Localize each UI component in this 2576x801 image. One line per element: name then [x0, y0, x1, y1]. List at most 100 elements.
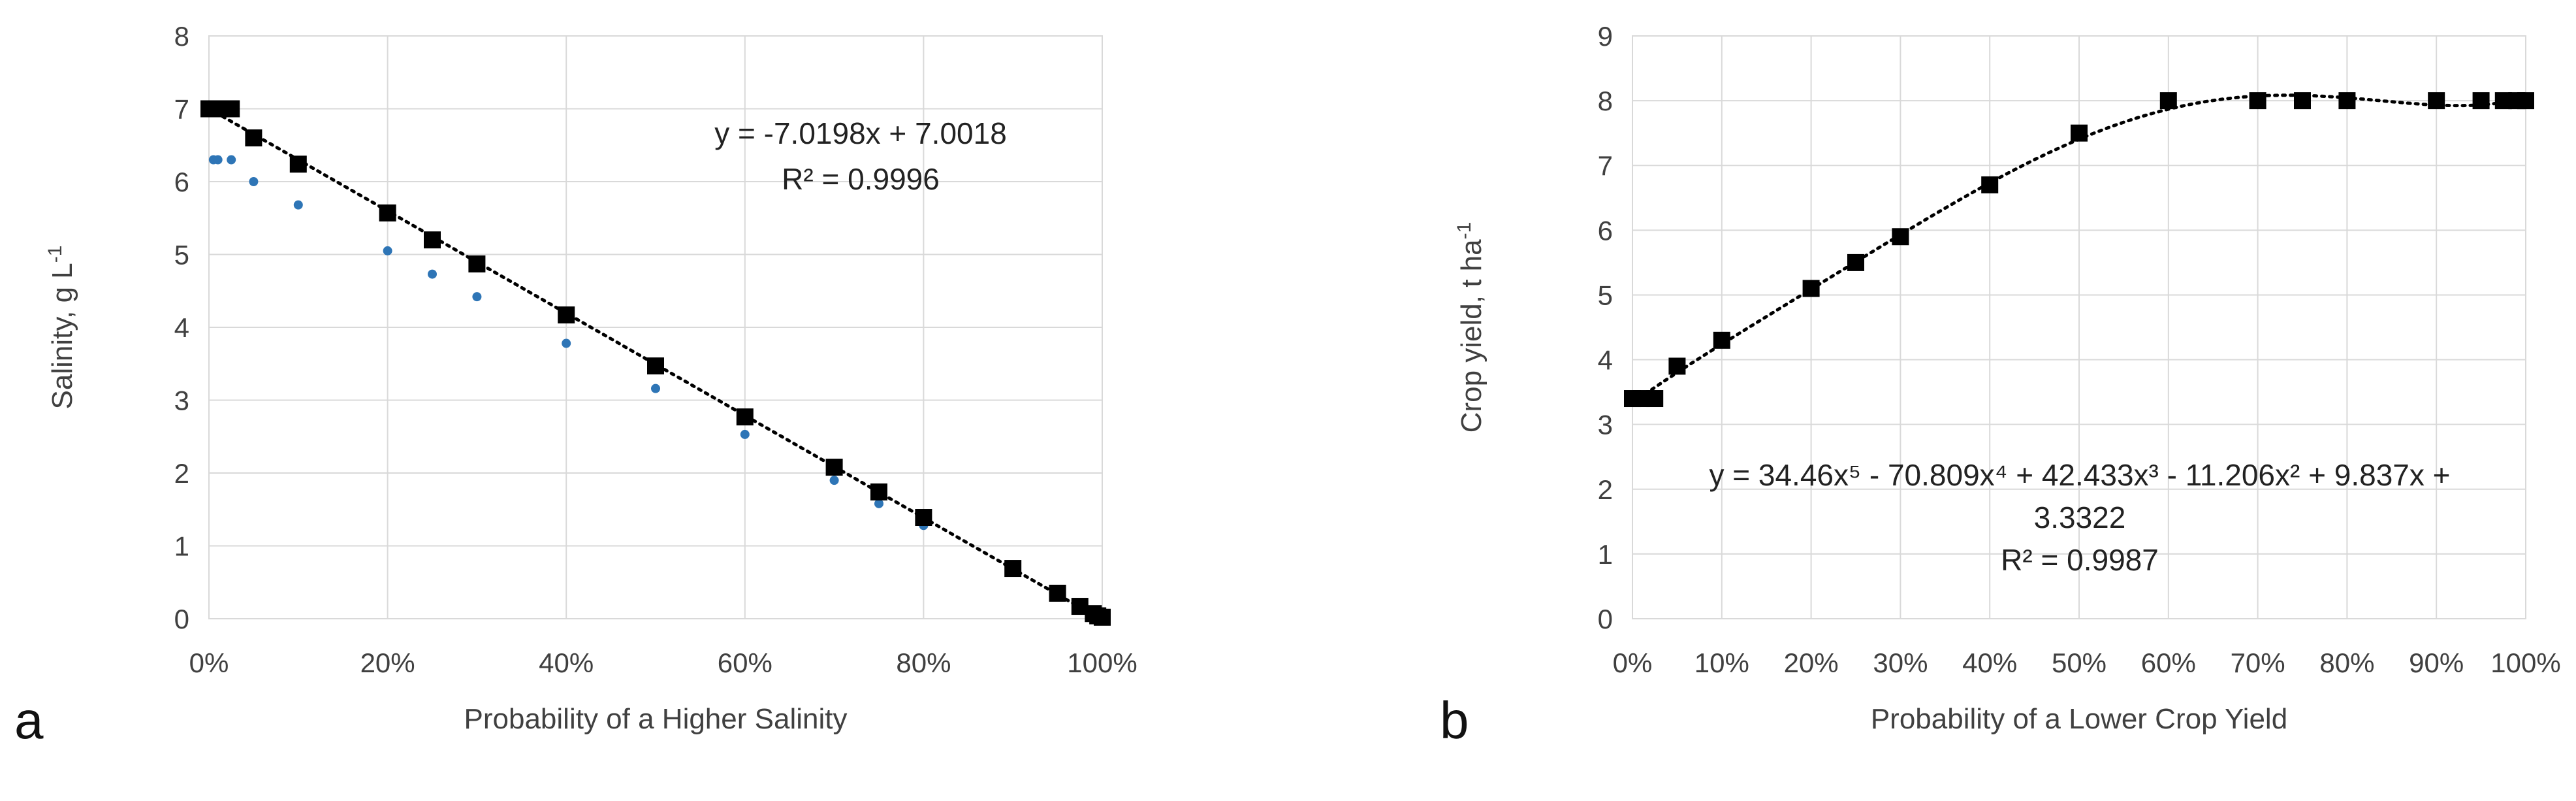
x-tick-label: 20%	[1784, 647, 1839, 678]
y-tick-label: 0	[174, 604, 189, 634]
x-tick-label: 60%	[2141, 647, 2196, 678]
data-point-square	[424, 231, 441, 249]
data-point-square	[647, 357, 664, 375]
data-point-dot	[383, 246, 392, 255]
trend-equation-a: y = -7.0198x + 7.0018	[714, 116, 1007, 150]
x-tick-label: 80%	[2319, 647, 2374, 678]
trend-equation-b-line1: y = 34.46x⁵ - 70.809x⁴ + 42.433x³ - 11.2…	[1709, 458, 2450, 492]
chart-panel-b: 0% 10% 20% 30% 40% 50% 60% 70% 80% 90% 100% 0 1 2 3 4 5…	[1440, 21, 2561, 749]
data-point-dot	[651, 384, 660, 393]
data-point-square	[1094, 608, 1111, 626]
x-tick-label: 40%	[539, 647, 594, 678]
data-point-dot	[293, 200, 303, 210]
data-point-dot	[472, 292, 482, 302]
data-point-square	[2338, 92, 2356, 110]
x-tick-label: 100%	[2490, 647, 2560, 678]
data-point-square	[379, 204, 396, 221]
y-tick-label: 3	[174, 385, 189, 416]
data-point-square	[223, 100, 240, 118]
y-tick-label: 5	[1598, 280, 1613, 310]
x-tick-label: 0%	[1613, 647, 1653, 678]
y-axis-title-b: Crop yield, t ha-1	[1454, 222, 1487, 433]
data-point-square	[1646, 390, 1664, 408]
x-tick-labels-b: 0% 10% 20% 30% 40% 50% 60% 70% 80% 90% 100%	[1613, 647, 2561, 678]
panel-label-a: a	[14, 691, 44, 749]
x-tick-label: 80%	[896, 647, 951, 678]
data-point-dot	[740, 429, 750, 439]
y-tick-label: 1	[1598, 539, 1613, 570]
plot-area-a	[208, 35, 1103, 619]
y-axis-title-a: Salinity, g L-1	[44, 246, 78, 410]
data-point-square	[2294, 92, 2311, 110]
data-point-square	[558, 306, 575, 324]
plot-area-b	[1632, 35, 2526, 619]
data-point-square	[1668, 357, 1686, 375]
data-point-dot	[249, 177, 259, 186]
data-point-square	[1981, 176, 1999, 193]
data-point-dot	[829, 476, 839, 485]
y-tick-labels-a: 0 1 2 3 4 5 6 7 8	[174, 21, 189, 634]
x-tick-labels-a: 0% 20% 40% 60% 80% 100%	[189, 647, 1137, 678]
data-point-square	[825, 459, 843, 476]
y-tick-label: 5	[174, 240, 189, 270]
y-axis-title-b-text: Crop yield, t ha	[1455, 239, 1487, 433]
y-axis-title-a-text: Salinity, g L	[46, 263, 78, 409]
y-tick-label: 8	[1598, 86, 1613, 116]
data-point-square	[870, 483, 887, 500]
data-point-square	[2159, 92, 2177, 110]
data-point-square	[1004, 560, 1022, 578]
data-point-square	[2517, 92, 2534, 110]
y-tick-label: 9	[1598, 21, 1613, 52]
y-tick-label: 6	[1598, 215, 1613, 246]
x-tick-label: 60%	[718, 647, 772, 678]
data-point-square	[468, 255, 486, 272]
x-tick-label: 90%	[2409, 647, 2464, 678]
x-tick-label: 40%	[1962, 647, 2017, 678]
x-tick-label: 100%	[1067, 647, 1137, 678]
y-tick-label: 0	[1598, 604, 1613, 634]
data-point-square	[1892, 228, 1909, 246]
data-point-square	[1802, 280, 1820, 297]
y-tick-label: 4	[1598, 345, 1613, 376]
y-tick-label: 3	[1598, 410, 1613, 440]
data-point-square	[2071, 124, 2088, 142]
data-point-square	[736, 408, 754, 426]
trend-r-squared-a: R² = 0.9996	[782, 162, 940, 196]
trend-equation-b-line2: 3.3322	[2034, 500, 2126, 534]
x-tick-label: 70%	[2231, 647, 2285, 678]
y-tick-label: 7	[1598, 150, 1613, 181]
x-tick-label: 20%	[360, 647, 415, 678]
x-axis-title-b: Probability of a Lower Crop Yield	[1871, 703, 2287, 735]
trendline-a	[207, 106, 1104, 622]
data-point-square	[2472, 92, 2490, 110]
trend-r-squared-b: R² = 0.9987	[2001, 543, 2159, 577]
data-point-dot	[562, 338, 571, 348]
data-point-square	[1847, 253, 1864, 271]
x-tick-label: 0%	[189, 647, 229, 678]
data-point-square	[1049, 584, 1066, 602]
x-tick-label: 10%	[1694, 647, 1749, 678]
data-points-b	[1624, 92, 2534, 408]
data-point-dot	[874, 499, 883, 508]
y-tick-label: 4	[174, 312, 189, 343]
x-tick-label: 50%	[2052, 647, 2107, 678]
data-point-dot	[213, 155, 223, 165]
chart-panel-a: 0% 20% 40% 60% 80% 100% 0 1 2 3 4 5 6 7 8 Probability…	[14, 21, 1137, 749]
y-tick-labels-b: 0 1 2 3 4 5 6 7 8 9	[1598, 21, 1613, 634]
data-point-dot	[227, 155, 236, 165]
panel-label-b: b	[1440, 691, 1469, 749]
y-tick-label: 8	[174, 21, 189, 52]
y-tick-label: 2	[1598, 474, 1613, 505]
data-point-square	[245, 129, 262, 147]
data-point-square	[2249, 92, 2266, 110]
y-tick-label: 1	[174, 531, 189, 562]
x-axis-title-a: Probability of a Higher Salinity	[464, 703, 848, 735]
y-tick-label: 2	[174, 458, 189, 489]
data-point-square	[2428, 92, 2445, 110]
data-point-dot	[428, 269, 437, 279]
data-point-square	[915, 509, 932, 527]
data-points-a	[200, 100, 1111, 626]
y-tick-label: 6	[174, 167, 189, 197]
data-point-square	[1713, 331, 1730, 349]
